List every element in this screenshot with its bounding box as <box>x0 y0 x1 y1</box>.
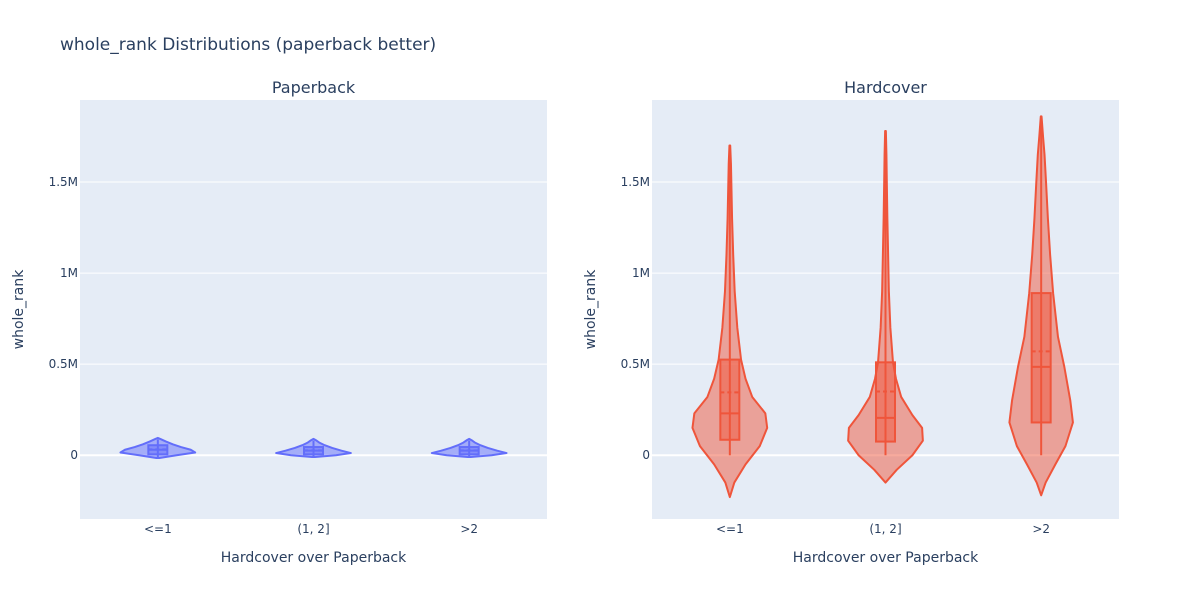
paperback-y-tick-label: 1M <box>60 266 78 280</box>
paperback-y-tick-label: 0 <box>70 448 78 462</box>
hardcover-x-tick-label: <=1 <box>716 522 744 536</box>
hardcover-y-axis-title: whole_rank <box>583 269 599 350</box>
paperback-x-tick-label: >2 <box>460 522 478 536</box>
hardcover-subplot-title: Hardcover <box>844 78 927 97</box>
hardcover-x-axis-title: Hardcover over Paperback <box>793 550 979 566</box>
paperback-violin-le1 <box>119 436 197 459</box>
hardcover-violin-box <box>719 358 741 441</box>
paperback-y-tick-label: 0.5M <box>49 357 78 371</box>
hardcover-y-ticks: 0 0.5M 1M 1.5M <box>621 175 650 462</box>
hardcover-x-tick-label: (1, 2] <box>869 522 901 536</box>
paperback-violin-gt2 <box>430 437 508 459</box>
hardcover-x-tick-label: >2 <box>1032 522 1050 536</box>
paperback-subplot-title: Paperback <box>272 78 356 97</box>
paperback-violin-1to2 <box>275 437 352 459</box>
hardcover-violin-gt2 <box>1008 115 1074 497</box>
paperback-y-tick-label: 1.5M <box>49 175 78 189</box>
paperback-y-ticks: 0 0.5M 1M 1.5M <box>49 175 78 462</box>
hardcover-violin-le1 <box>691 144 769 499</box>
hardcover-subplot: 0 0.5M 1M 1.5M <=1 (1, 2] >2 Hardcover Hardco… <box>583 78 1119 566</box>
paperback-y-axis-title: whole_rank <box>11 269 27 350</box>
paperback-x-ticks: <=1 (1, 2] >2 <box>144 522 478 536</box>
chart-title: whole_rank Distributions (paperback bett… <box>60 35 436 55</box>
paperback-subplot: 0 0.5M 1M 1.5M <=1 (1, 2] >2 Paperback Hardco… <box>11 78 547 566</box>
hardcover-x-ticks: <=1 (1, 2] >2 <box>716 522 1050 536</box>
paperback-x-axis-title: Hardcover over Paperback <box>221 550 407 566</box>
hardcover-y-tick-label: 1M <box>632 266 650 280</box>
hardcover-violin-box <box>1030 292 1052 424</box>
hardcover-y-tick-label: 0.5M <box>621 357 650 371</box>
paperback-violins <box>119 436 508 459</box>
hardcover-y-tick-label: 0 <box>642 448 650 462</box>
hardcover-violins <box>691 115 1074 499</box>
paperback-x-tick-label: <=1 <box>144 522 172 536</box>
hardcover-y-tick-label: 1.5M <box>621 175 650 189</box>
hardcover-violin-box <box>875 361 896 443</box>
hardcover-violin-1to2 <box>847 129 924 484</box>
paperback-x-tick-label: (1, 2] <box>297 522 329 536</box>
